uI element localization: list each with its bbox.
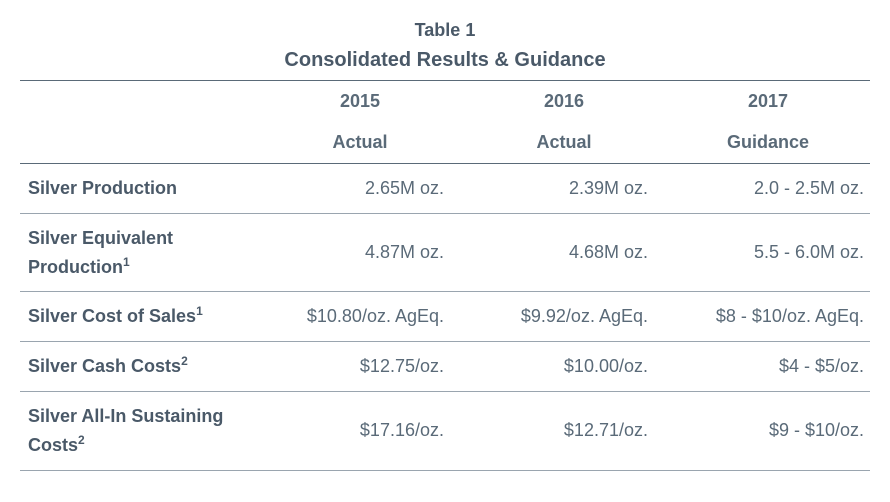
footnote-ref: 2 [78,433,85,447]
cell-value: $10.00/oz. [462,342,666,392]
cell-value: $9 - $10/oz. [666,391,870,470]
header-year-2016: 2016 [462,81,666,123]
cell-value: 2.39M oz. [462,164,666,214]
table-row: Silver Cash Costs2$12.75/oz.$10.00/oz.$4… [20,342,870,392]
header-type-2017: Guidance [666,122,870,164]
cell-value: 5.5 - 6.0M oz. [666,213,870,292]
cell-value: $17.16/oz. [258,391,462,470]
header-type-row: Actual Actual Guidance [20,122,870,164]
row-label: Silver Equivalent Production1 [20,213,258,292]
row-label: Silver All-In Sustaining Costs2 [20,391,258,470]
header-year-2017: 2017 [666,81,870,123]
table-label: Table 1 [20,20,870,41]
header-blank [20,81,258,123]
table-container: Table 1 Consolidated Results & Guidance … [20,20,870,471]
footnote-ref: 2 [181,354,188,368]
header-year-row: 2015 2016 2017 [20,81,870,123]
table-body: Silver Production2.65M oz.2.39M oz.2.0 -… [20,164,870,471]
row-label: Silver Cash Costs2 [20,342,258,392]
cell-value: $9.92/oz. AgEq. [462,292,666,342]
table-row: Silver Cost of Sales1$10.80/oz. AgEq.$9.… [20,292,870,342]
cell-value: $12.75/oz. [258,342,462,392]
header-blank-2 [20,122,258,164]
footnote-ref: 1 [123,255,130,269]
table-row: Silver Equivalent Production14.87M oz.4.… [20,213,870,292]
row-label: Silver Cost of Sales1 [20,292,258,342]
table-row: Silver All-In Sustaining Costs2$17.16/oz… [20,391,870,470]
header-year-2015: 2015 [258,81,462,123]
footnote-ref: 1 [196,304,203,318]
header-type-2016: Actual [462,122,666,164]
cell-value: 2.0 - 2.5M oz. [666,164,870,214]
cell-value: $10.80/oz. AgEq. [258,292,462,342]
table-row: Silver Production2.65M oz.2.39M oz.2.0 -… [20,164,870,214]
cell-value: 4.68M oz. [462,213,666,292]
cell-value: 4.87M oz. [258,213,462,292]
cell-value: 2.65M oz. [258,164,462,214]
row-label: Silver Production [20,164,258,214]
cell-value: $4 - $5/oz. [666,342,870,392]
header-type-2015: Actual [258,122,462,164]
table-title: Consolidated Results & Guidance [20,49,870,72]
cell-value: $8 - $10/oz. AgEq. [666,292,870,342]
cell-value: $12.71/oz. [462,391,666,470]
results-table: 2015 2016 2017 Actual Actual Guidance Si… [20,80,870,471]
